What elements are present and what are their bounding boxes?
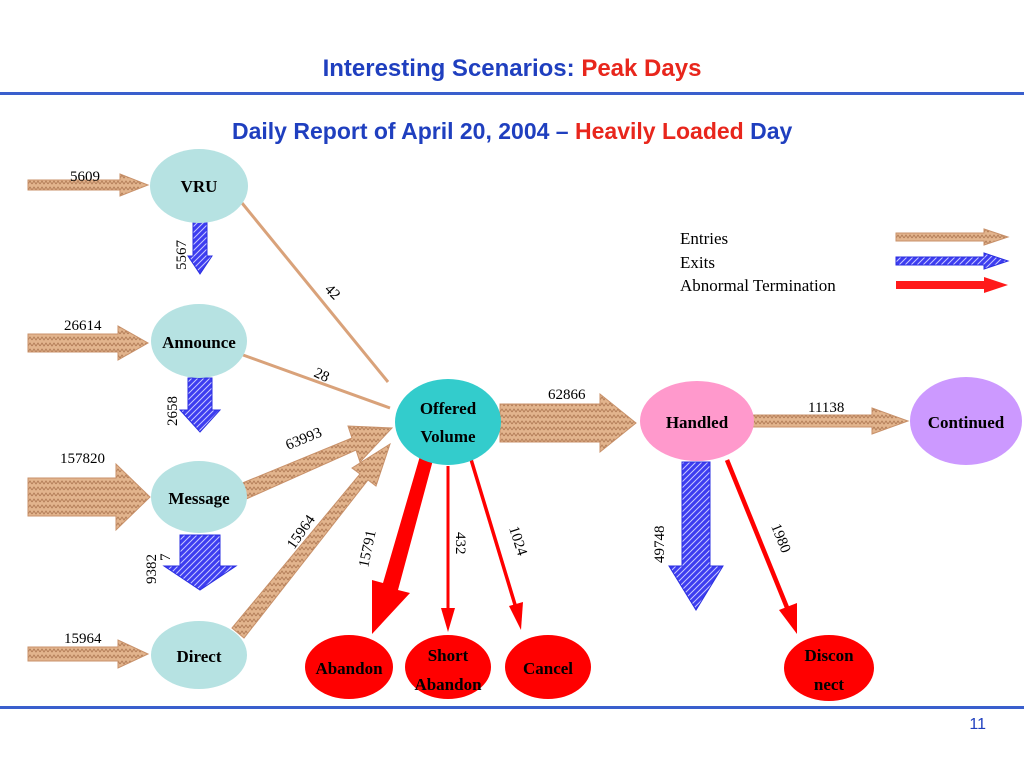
node-disconnect-label-1: Discon xyxy=(804,646,854,665)
legend: Entries Exits Abnormal Termination xyxy=(680,228,1010,295)
label-offered-to-cancel: 1024 xyxy=(505,524,530,558)
flow-offered-short-abandon xyxy=(441,466,455,632)
legend-exits-label: Exits xyxy=(680,253,715,272)
node-disconnect-label-2: nect xyxy=(814,675,845,694)
node-cancel: Cancel xyxy=(505,635,591,699)
node-cancel-label: Cancel xyxy=(523,659,573,678)
node-vru-label: VRU xyxy=(181,177,218,196)
label-message-to-offered: 63993 xyxy=(284,425,325,454)
title-highlight: Peak Days xyxy=(581,55,702,82)
title-part1: Interesting Scenarios: xyxy=(322,55,582,82)
legend-abnormal-swatch xyxy=(896,277,1008,293)
report-subtitle: Daily Report of April 20, 2004 – Heavily… xyxy=(232,118,792,145)
label-message-to-direct-extra: 7 xyxy=(158,553,174,561)
subtitle-part3: Day xyxy=(743,118,793,144)
label-offered-to-handled: 62866 xyxy=(548,387,586,403)
node-offered-label-1: Offered xyxy=(420,399,477,418)
label-announce-to-message: 2658 xyxy=(165,396,181,426)
legend-exits-swatch xyxy=(895,252,1010,270)
node-announce: Announce xyxy=(151,304,247,378)
flow-handled-continued xyxy=(751,407,910,435)
label-offered-to-abandon: 15791 xyxy=(356,529,379,569)
label-offered-to-short-abandon: 432 xyxy=(452,532,468,555)
footer-rule xyxy=(0,706,1024,709)
label-entry-message: 157820 xyxy=(60,451,105,467)
entry-arrow-vru xyxy=(27,173,150,197)
node-announce-label: Announce xyxy=(162,333,236,352)
node-message: Message xyxy=(151,461,247,533)
node-continued-label: Continued xyxy=(928,413,1005,432)
legend-abnormal-label: Abnormal Termination xyxy=(680,276,836,295)
flow-direct-offered xyxy=(231,442,391,639)
label-handled-to-disconnect: 1980 xyxy=(767,522,793,556)
flow-offered-handled xyxy=(499,392,637,454)
entry-arrow-announce xyxy=(27,325,150,361)
page-number: 11 xyxy=(969,716,986,733)
exit-arrow-vru-announce xyxy=(187,221,213,275)
node-offered-volume: Offered Volume xyxy=(395,379,501,465)
flow-offered-abandon xyxy=(372,456,433,634)
label-vru-to-announce: 5567 xyxy=(174,240,190,271)
page-title: Interesting Scenarios: Peak Days xyxy=(0,55,1024,83)
exit-arrow-handled xyxy=(668,461,724,611)
flow-message-offered xyxy=(239,425,394,501)
label-handled-exit: 49748 xyxy=(652,526,668,564)
node-message-label: Message xyxy=(168,489,230,508)
legend-entries-swatch xyxy=(895,228,1010,246)
label-entry-vru: 5609 xyxy=(70,169,100,185)
flow-announce-offered xyxy=(242,353,391,410)
exit-arrow-announce-message xyxy=(178,377,222,433)
subtitle-highlight: Heavily Loaded xyxy=(575,118,744,144)
label-vru-to-offered: 42 xyxy=(321,282,343,304)
node-direct-label: Direct xyxy=(177,647,222,666)
label-entry-announce: 26614 xyxy=(64,318,102,334)
label-entry-direct: 15964 xyxy=(64,631,102,647)
header-rule xyxy=(0,92,1024,95)
subtitle-part1: Daily Report of April 20, 2004 – xyxy=(232,118,575,144)
exit-arrow-message-direct xyxy=(162,534,238,591)
node-short-abandon-label-1: Short xyxy=(428,646,469,665)
legend-entries-label: Entries xyxy=(680,229,728,248)
entry-arrow-message xyxy=(27,462,151,532)
node-abandon: Abandon xyxy=(305,635,393,699)
flow-offered-cancel xyxy=(468,455,523,630)
node-handled-label: Handled xyxy=(666,413,729,432)
node-offered-label-2: Volume xyxy=(420,427,476,446)
flow-handled-disconnect xyxy=(724,459,797,634)
node-vru: VRU xyxy=(150,149,248,223)
node-short-abandon: Short Abandon xyxy=(405,635,491,699)
label-announce-to-offered: 28 xyxy=(311,365,331,386)
node-continued: Continued xyxy=(910,377,1022,465)
node-handled: Handled xyxy=(640,381,754,461)
label-handled-to-continued: 11138 xyxy=(808,400,844,416)
node-disconnect: Discon nect xyxy=(784,635,874,701)
entry-arrow-direct xyxy=(27,639,150,669)
label-message-to-direct: 9382 xyxy=(144,554,160,584)
node-direct: Direct xyxy=(151,621,247,689)
node-short-abandon-label-2: Abandon xyxy=(414,675,482,694)
flow-vru-offered xyxy=(240,202,390,383)
node-abandon-label: Abandon xyxy=(315,659,383,678)
